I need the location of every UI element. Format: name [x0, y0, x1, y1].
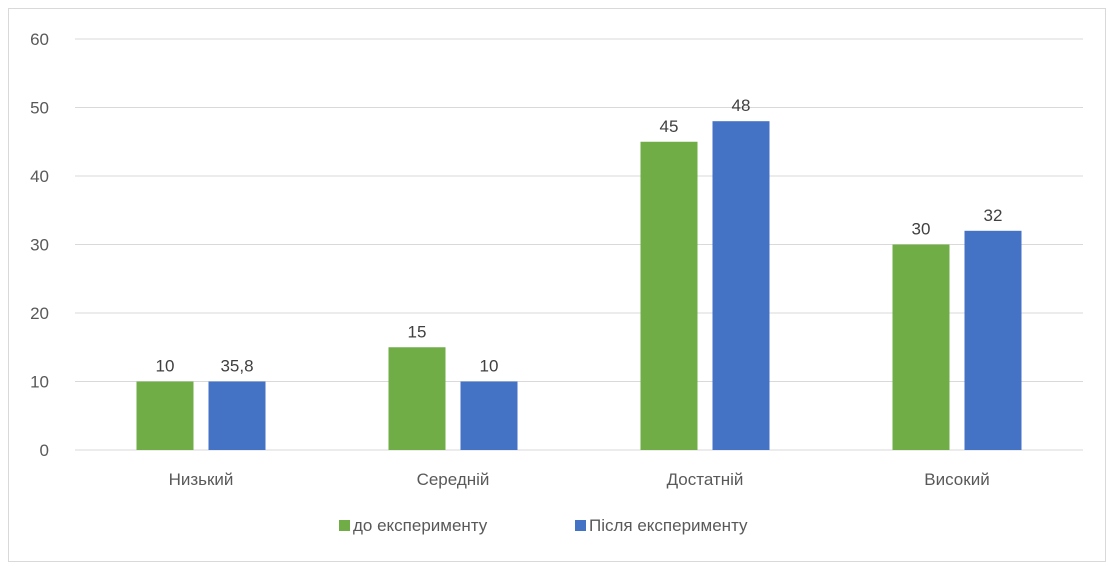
- bar-before-1: [388, 347, 446, 450]
- x-tick-label: Високий: [924, 470, 989, 489]
- data-label: 45: [660, 117, 679, 136]
- data-label: 10: [156, 357, 175, 376]
- y-tick-label: 20: [30, 304, 49, 323]
- bar-after-3: [964, 230, 1022, 450]
- y-axis-tick-labels: 0 10 20 30 40 50 60: [30, 30, 49, 460]
- data-label: 10: [480, 357, 499, 376]
- data-label: 15: [408, 322, 427, 341]
- bar-chart: 0 10 20 30 40 50 60 10 35,8 15 10 45 48 30 32 Низький…: [30, 30, 1083, 535]
- bar-before-3: [892, 244, 950, 450]
- y-tick-label: 10: [30, 373, 49, 392]
- data-label: 48: [732, 96, 751, 115]
- x-tick-label: Достатній: [667, 470, 744, 489]
- data-label: 32: [984, 206, 1003, 225]
- y-tick-label: 40: [30, 167, 49, 186]
- data-labels: 10 35,8 15 10 45 48 30 32: [156, 96, 1003, 375]
- y-tick-label: 60: [30, 30, 49, 49]
- y-tick-label: 0: [40, 441, 49, 460]
- legend-label: Після експерименту: [589, 516, 748, 535]
- y-tick-label: 50: [30, 99, 49, 118]
- bar-after-0: [208, 381, 266, 450]
- bar-before-0: [136, 381, 194, 450]
- data-label: 30: [912, 220, 931, 239]
- legend-label: до експерименту: [353, 516, 488, 535]
- bars: [136, 121, 1022, 450]
- data-label: 35,8: [220, 357, 253, 376]
- x-tick-label: Низький: [169, 470, 234, 489]
- chart-frame: 0 10 20 30 40 50 60 10 35,8 15 10 45 48 30 32 Низький…: [8, 8, 1106, 562]
- x-tick-label: Середній: [417, 470, 490, 489]
- y-tick-label: 30: [30, 236, 49, 255]
- bar-after-1: [460, 381, 518, 450]
- legend: до експерименту Після експерименту: [339, 516, 748, 535]
- legend-swatch-1: [575, 520, 586, 531]
- bar-after-2: [712, 121, 770, 450]
- legend-swatch-0: [339, 520, 350, 531]
- x-axis-tick-labels: Низький Середній Достатній Високий: [169, 470, 990, 489]
- bar-before-2: [640, 141, 698, 450]
